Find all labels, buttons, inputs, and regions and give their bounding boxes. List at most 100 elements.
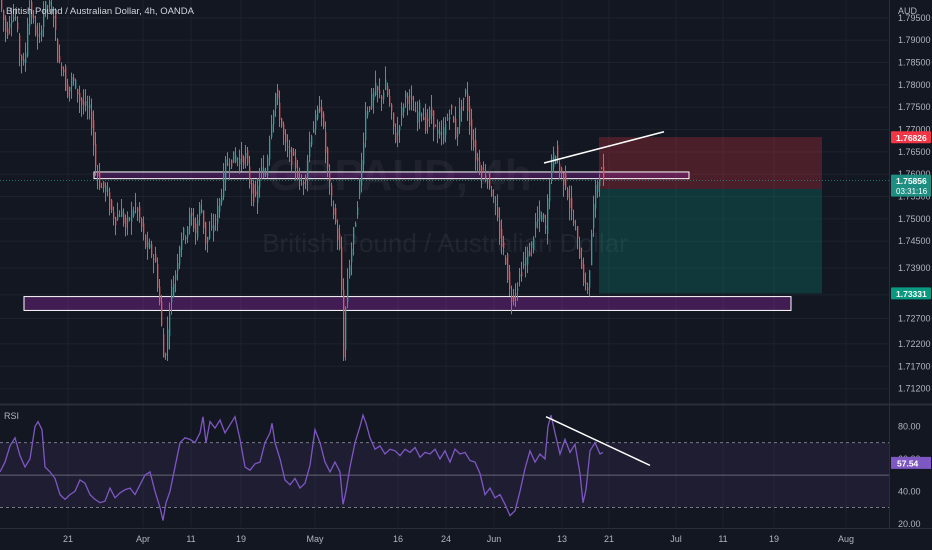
candle-body: [1, 0, 3, 9]
candle-body: [225, 159, 227, 182]
target-price-label: 1.73331: [896, 289, 927, 299]
candle-body: [99, 172, 101, 188]
candle-body: [107, 190, 109, 192]
candle-body: [387, 85, 389, 96]
candle-body: [145, 235, 147, 248]
candle-body: [311, 136, 313, 145]
currency-label: AUD: [898, 6, 918, 16]
candle-body: [343, 289, 345, 358]
candle-body: [379, 90, 381, 94]
candle-body: [583, 264, 585, 283]
candle-body: [323, 113, 325, 127]
price-tick-label: 1.78000: [898, 80, 931, 90]
candle-body: [313, 129, 315, 133]
candle-body: [3, 10, 5, 21]
time-axis[interactable]: 21 Apr 11 19 May 16 24 Jun 13 21 Jul 11 19 Aug: [63, 534, 854, 544]
candle-body: [561, 168, 563, 174]
candle-body: [537, 218, 539, 222]
candle-body: [491, 190, 493, 197]
candle-body: [473, 139, 475, 148]
candle-body: [271, 124, 273, 138]
candle-body: [85, 100, 87, 106]
candle-body: [571, 198, 573, 212]
candle-body: [207, 236, 209, 242]
candle-body: [265, 172, 267, 175]
candle-body: [519, 274, 521, 277]
candle-body: [63, 69, 65, 73]
candle-body: [231, 159, 233, 167]
candle-body: [373, 91, 375, 101]
candle-body: [353, 227, 355, 245]
candle-body: [183, 228, 185, 236]
candle-body: [443, 127, 445, 142]
support-zone: [23, 296, 792, 311]
candle-body: [209, 231, 211, 239]
candle-body: [385, 79, 387, 91]
candle-body: [245, 152, 247, 159]
candle-body: [49, 1, 51, 6]
candle-body: [185, 237, 187, 240]
candle-body: [89, 104, 91, 109]
time-tick-label: Apr: [136, 534, 150, 544]
candle-body: [221, 195, 223, 203]
candle-body: [303, 181, 305, 185]
time-tick-label: May: [306, 534, 324, 544]
candle-body: [129, 218, 131, 220]
candle-body: [135, 203, 137, 205]
candle-body: [455, 118, 457, 138]
candle-body: [401, 107, 403, 116]
candle-body: [501, 228, 503, 248]
candle-body: [239, 159, 241, 165]
time-tick-label: 13: [557, 534, 567, 544]
candle-body: [393, 112, 395, 127]
candle-body: [321, 107, 323, 118]
candle-body: [481, 167, 483, 178]
candle-body: [505, 257, 507, 265]
candle-body: [159, 286, 161, 303]
time-tick-label: Jul: [670, 534, 682, 544]
candle-body: [585, 282, 587, 285]
candle-body: [465, 90, 467, 94]
price-tick-label: 1.74500: [898, 236, 931, 246]
candle-body: [327, 147, 329, 168]
candle-body: [297, 170, 299, 179]
candle-body: [339, 233, 341, 249]
candle-body: [279, 102, 281, 120]
candle-body: [93, 120, 95, 146]
candle-body: [467, 93, 469, 112]
candle-body: [257, 185, 259, 204]
candle-body: [371, 93, 373, 108]
candle-body: [515, 292, 517, 295]
candle-body: [61, 65, 63, 70]
candle-body: [459, 108, 461, 127]
candle-body: [21, 55, 23, 61]
candle-body: [439, 131, 441, 136]
candle-body: [415, 110, 417, 112]
candle-body: [277, 89, 279, 99]
candle-body: [163, 334, 165, 358]
candle-body: [127, 216, 129, 223]
candle-body: [485, 175, 487, 179]
candle-body: [17, 22, 19, 30]
candle-body: [437, 129, 439, 134]
candle-body: [301, 183, 303, 185]
candle-body: [45, 1, 47, 13]
candle-body: [35, 25, 37, 35]
candle-body: [83, 101, 85, 106]
rsi-value-label-bg: [891, 456, 931, 469]
stop-loss-zone: [599, 137, 822, 189]
candle-body: [397, 129, 399, 136]
stop-price-label: 1.76826: [896, 133, 927, 143]
candle-body: [451, 105, 453, 109]
candle-body: [235, 155, 237, 162]
candle-body: [597, 181, 599, 192]
candle-body: [29, 9, 31, 27]
rsi-line: [0, 412, 604, 521]
candle-body: [589, 270, 591, 288]
candle-body: [381, 96, 383, 100]
candle-body: [173, 283, 175, 297]
candle-body: [193, 218, 195, 229]
drawing-layer: [543, 131, 665, 164]
candle-body: [365, 111, 367, 141]
